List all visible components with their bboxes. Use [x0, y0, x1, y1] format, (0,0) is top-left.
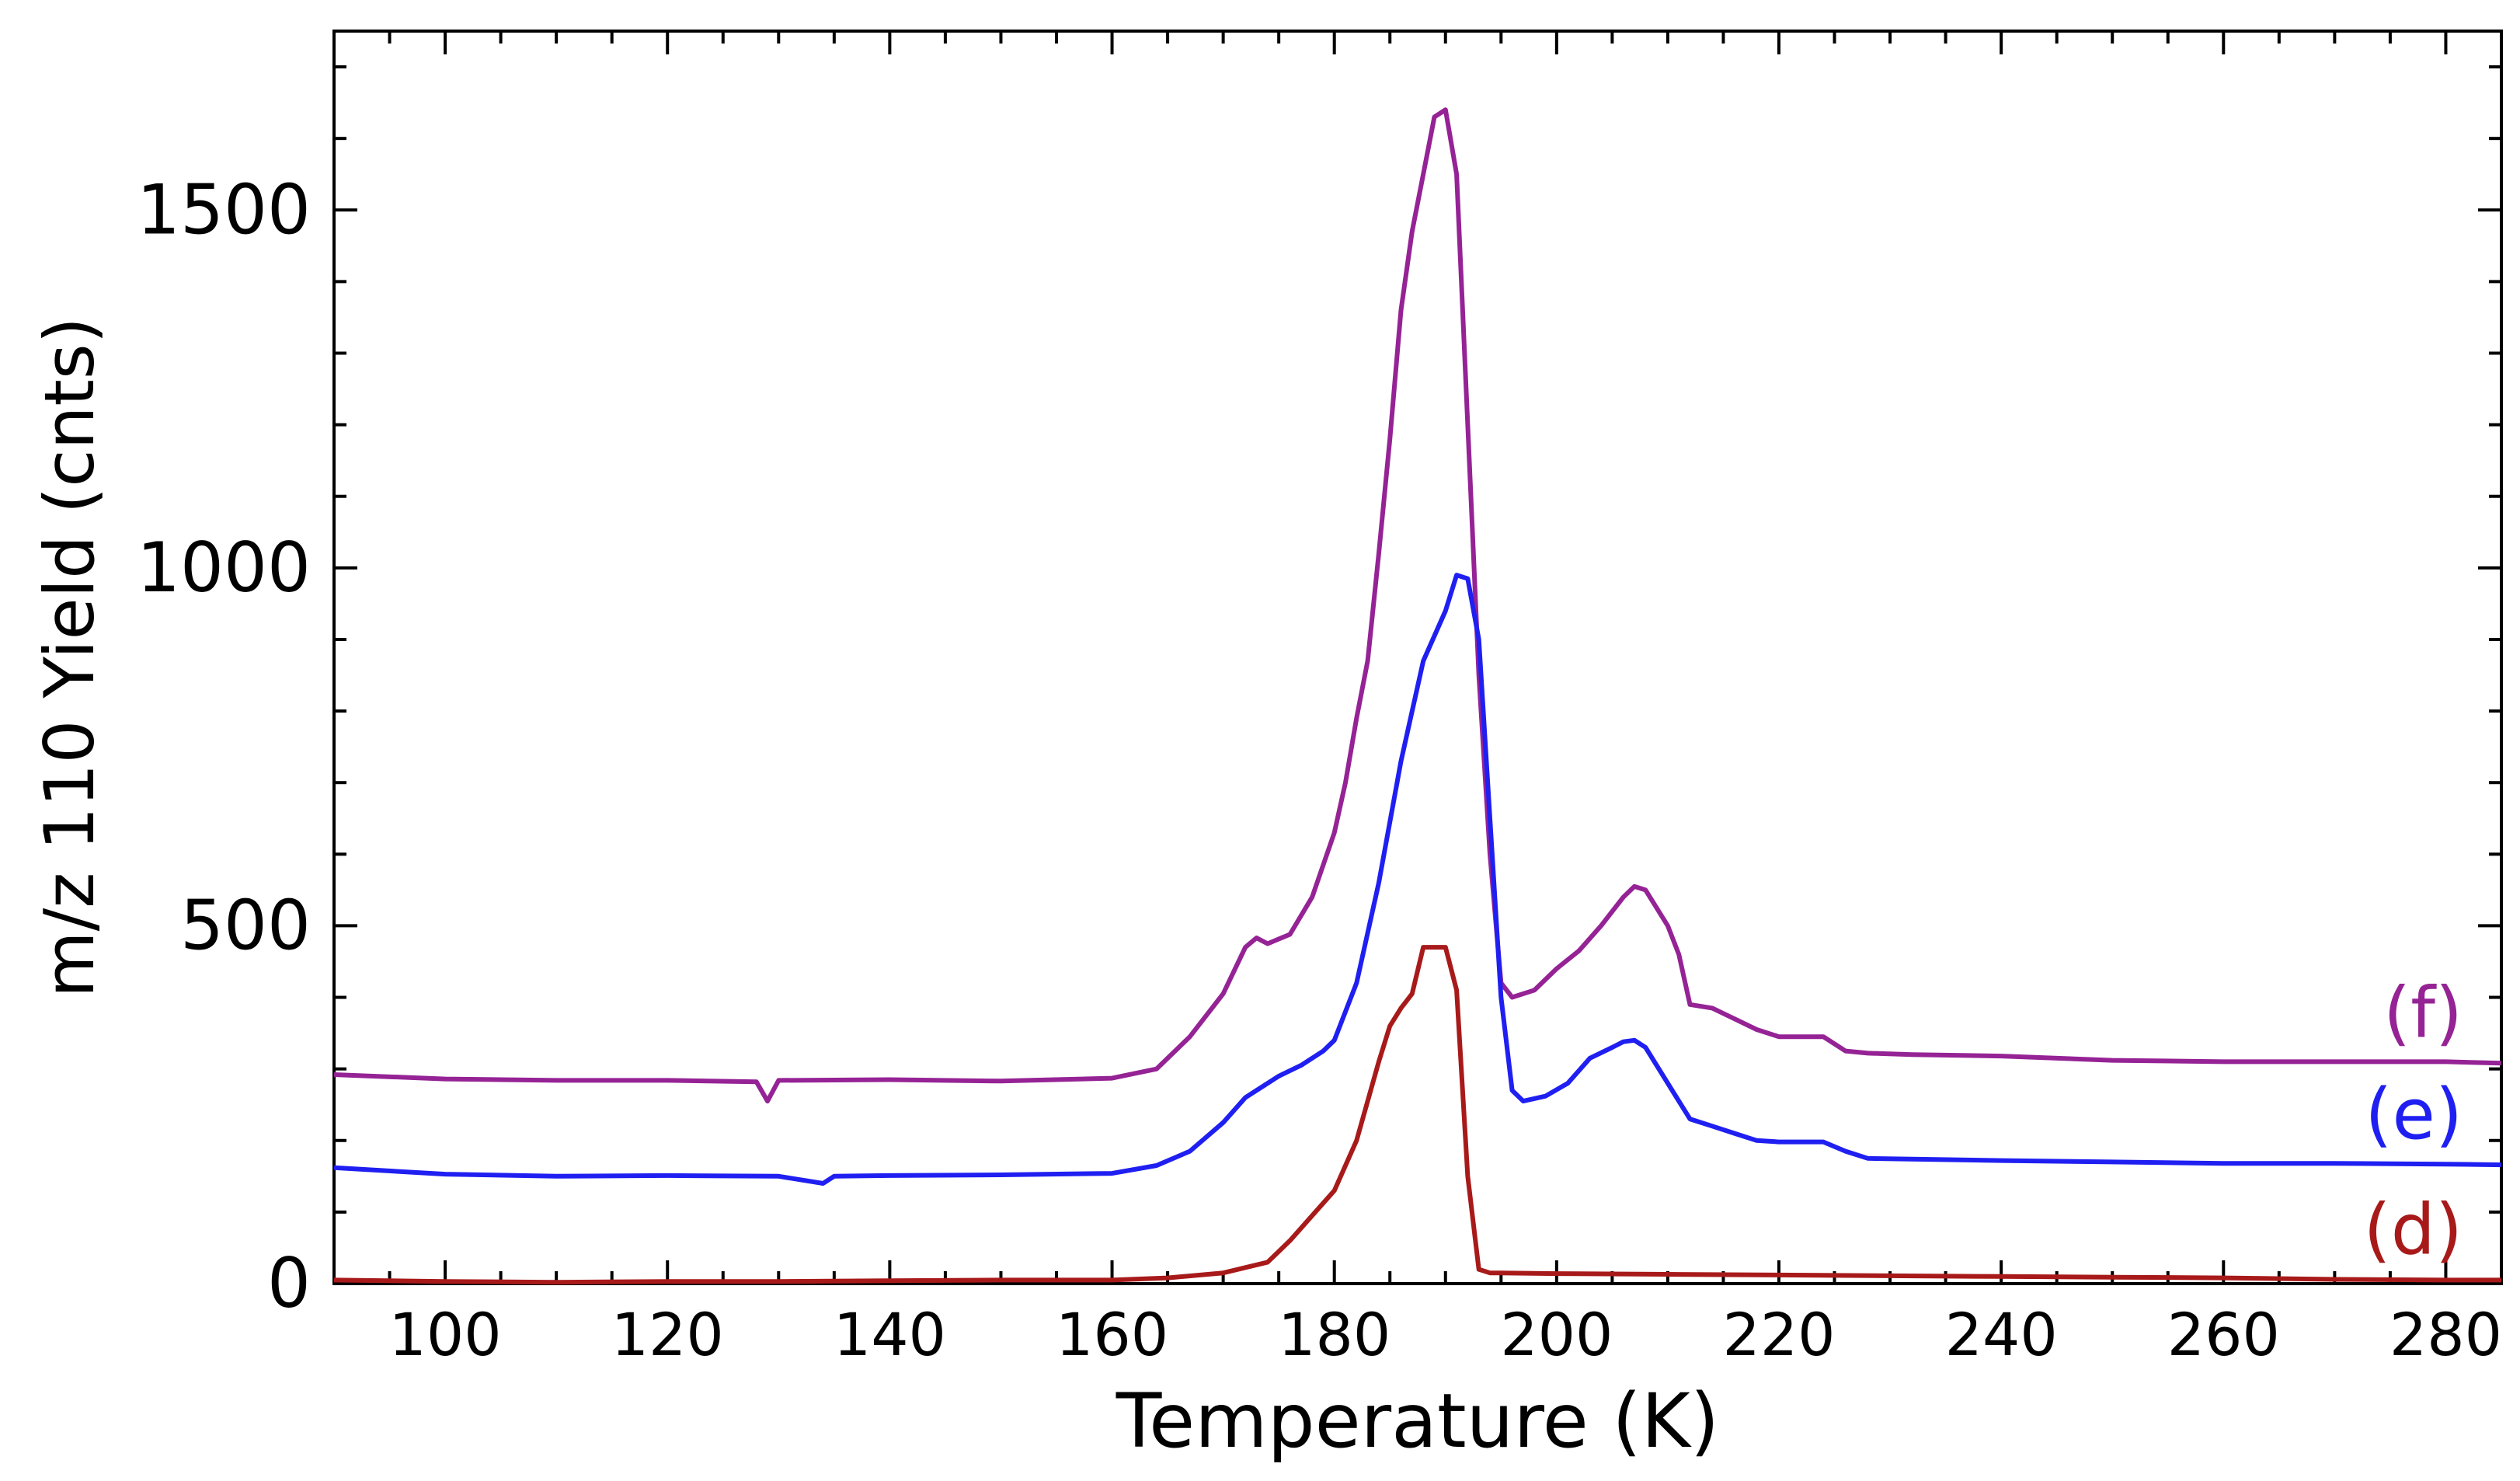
x-axis-ticks: 100 120 140 160 180 200 220 240 260 280	[332, 31, 2503, 1369]
x-tick-label: 100	[389, 1300, 502, 1369]
x-tick-label: 220	[1722, 1300, 1835, 1369]
x-tick-label: 180	[1278, 1300, 1391, 1369]
y-tick-label: 1500	[137, 169, 311, 249]
plot-frame	[332, 30, 2503, 1285]
x-tick-label: 240	[1945, 1300, 2058, 1369]
x-tick-label: 160	[1056, 1300, 1168, 1369]
series-line-2	[333, 945, 2501, 1285]
x-tick-label: 200	[1500, 1300, 1613, 1369]
x-tick-label: 260	[2167, 1300, 2280, 1369]
x-tick-label: 140	[834, 1300, 946, 1369]
x-tick-label: 280	[2389, 1300, 2502, 1369]
series-label-1: (e)	[2365, 1074, 2463, 1155]
y-tick-label: 0	[267, 1243, 311, 1323]
y-axis-ticks: 0 500 1000 1500	[137, 65, 2501, 1323]
series-line-1	[333, 573, 2502, 1186]
series-line-0	[333, 107, 2502, 1104]
y-axis-title: m/z 110 Yield (cnts)	[30, 317, 110, 998]
series-label-2: (d)	[2364, 1189, 2463, 1270]
series-labels: (f) (e) (d)	[2364, 972, 2463, 1270]
y-tick-label: 500	[180, 885, 311, 965]
x-tick-label: 120	[611, 1300, 724, 1369]
series-lines	[333, 107, 2502, 1285]
x-axis-title: Temperature (K)	[1116, 1378, 1719, 1465]
y-tick-label: 1000	[137, 528, 311, 608]
series-label-0: (f)	[2383, 972, 2463, 1054]
